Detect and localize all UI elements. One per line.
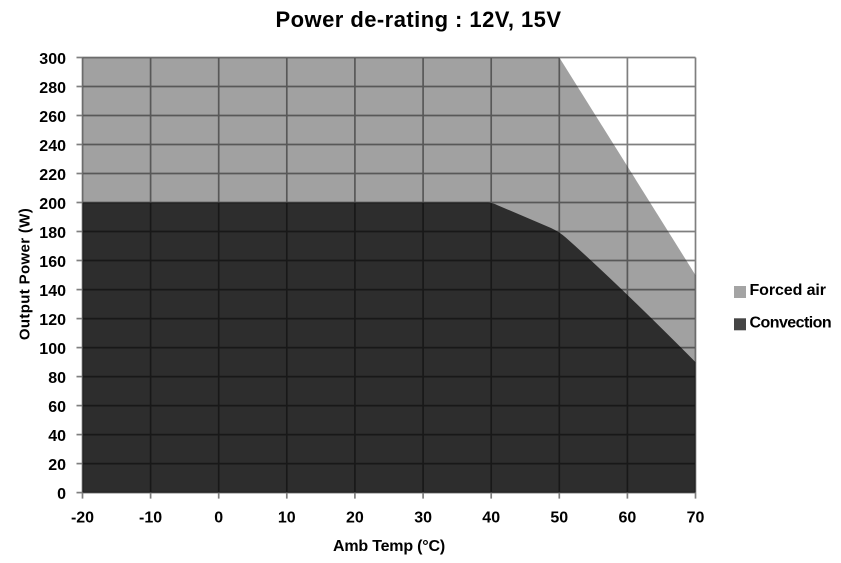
svg-text:70: 70	[687, 510, 705, 527]
svg-text:40: 40	[48, 428, 66, 445]
svg-text:50: 50	[550, 510, 568, 527]
svg-text:240: 240	[39, 138, 66, 155]
svg-text:30: 30	[414, 510, 432, 527]
svg-text:20: 20	[346, 510, 364, 527]
svg-text:Power de-rating : 12V, 15V: Power de-rating : 12V, 15V	[276, 7, 562, 32]
svg-text:0: 0	[214, 510, 223, 527]
svg-text:Forced air: Forced air	[750, 282, 826, 299]
svg-text:180: 180	[39, 225, 66, 242]
svg-text:10: 10	[278, 510, 296, 527]
svg-text:60: 60	[619, 510, 637, 527]
svg-text:160: 160	[39, 254, 66, 271]
svg-text:100: 100	[39, 341, 66, 358]
svg-text:Amb Temp (°C): Amb Temp (°C)	[333, 538, 445, 555]
svg-text:-20: -20	[71, 510, 94, 527]
svg-text:80: 80	[48, 370, 66, 387]
svg-text:140: 140	[39, 283, 66, 300]
svg-text:200: 200	[39, 196, 66, 213]
svg-text:300: 300	[39, 51, 66, 68]
svg-text:280: 280	[39, 80, 66, 97]
svg-text:0: 0	[57, 486, 66, 503]
svg-text:-10: -10	[139, 510, 162, 527]
svg-text:120: 120	[39, 312, 66, 329]
svg-text:Convection: Convection	[750, 315, 832, 332]
svg-text:260: 260	[39, 109, 66, 126]
svg-text:20: 20	[48, 457, 66, 474]
svg-text:60: 60	[48, 399, 66, 416]
svg-text:40: 40	[482, 510, 500, 527]
svg-text:220: 220	[39, 167, 66, 184]
svg-text:Output Power (W): Output Power (W)	[17, 208, 34, 340]
